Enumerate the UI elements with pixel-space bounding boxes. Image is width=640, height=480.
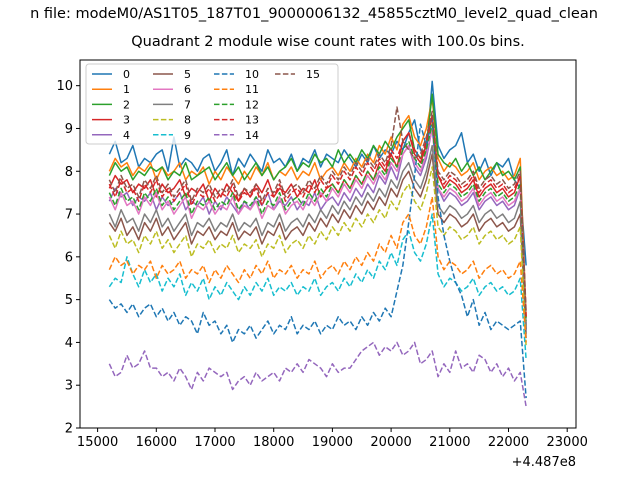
chart-title: Quadrant 2 module wise count rates with … (131, 34, 525, 50)
y-tick-label: 10 (56, 79, 73, 94)
legend-label-1: 1 (123, 83, 130, 96)
y-tick-label: 6 (65, 250, 73, 265)
legend-label-2: 2 (123, 98, 130, 111)
series-1-line (108, 97, 527, 317)
x-tick-label: 15000 (77, 435, 118, 450)
legend-label-15: 15 (306, 68, 320, 81)
legend-label-13: 13 (245, 114, 259, 127)
y-tick-label: 3 (65, 379, 73, 394)
x-tick-label: 18000 (253, 435, 294, 450)
y-tick-label: 8 (65, 165, 73, 180)
series-10-line (108, 119, 527, 399)
x-tick-label: 19000 (312, 435, 353, 450)
x-offset-label: +4.487e8 (512, 455, 576, 470)
series-7-line (108, 144, 527, 330)
legend-label-14: 14 (245, 129, 259, 142)
series-15-line (108, 106, 527, 313)
legend-label-10: 10 (245, 68, 259, 81)
series-14-line (108, 341, 527, 407)
legend-label-0: 0 (123, 68, 130, 81)
legend-label-7: 7 (184, 98, 191, 111)
legend-label-12: 12 (245, 98, 259, 111)
x-tick-label: 16000 (136, 435, 177, 450)
series-2-line (108, 93, 527, 326)
x-tick-label: 21000 (429, 435, 470, 450)
legend-label-3: 3 (123, 114, 130, 127)
legend-box (85, 63, 339, 145)
legend-label-6: 6 (184, 83, 191, 96)
x-tick-label: 20000 (370, 435, 411, 450)
legend-label-5: 5 (184, 68, 191, 81)
series-6-line (108, 127, 527, 326)
legend-label-11: 11 (245, 83, 259, 96)
y-tick-label: 7 (65, 208, 73, 223)
series-layer (108, 80, 527, 407)
x-tick-label: 23000 (547, 435, 588, 450)
y-tick-label: 4 (65, 336, 73, 351)
x-tick-label: 22000 (488, 435, 529, 450)
figure-suptitle: n file: modeM0/AS1T05_187T01_9000006132_… (0, 6, 640, 22)
y-tick-label: 2 (65, 422, 73, 437)
legend-label-9: 9 (184, 129, 191, 142)
series-3-line (108, 114, 527, 330)
legend-label-8: 8 (184, 114, 191, 127)
figure-suptitle-text: n file: modeM0/AS1T05_187T01_9000006132_… (30, 6, 598, 22)
y-tick-label: 5 (65, 293, 73, 308)
tick-layer: 15000 16000 17000 18000 19000 20000 21000 22000… (56, 79, 587, 450)
axes-frame (79, 59, 577, 429)
series-8-line (108, 166, 527, 347)
series-11-line (108, 196, 527, 343)
legend-label-4: 4 (123, 129, 130, 142)
series-13-line (108, 114, 527, 317)
series-5-line (108, 153, 527, 339)
series-12-line (108, 123, 527, 322)
x-tick-label: 17000 (194, 435, 235, 450)
y-tick-label: 9 (65, 122, 73, 137)
